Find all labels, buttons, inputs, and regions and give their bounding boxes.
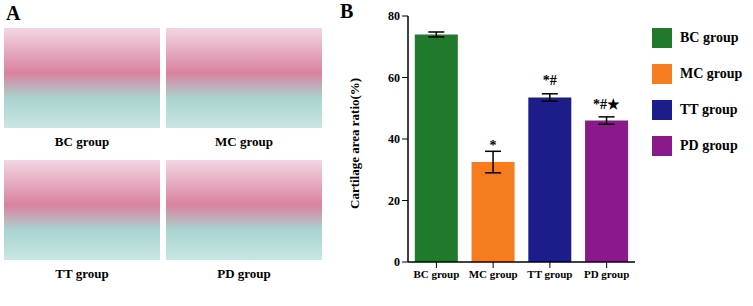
svg-text:Cartilage area ratio(%): Cartilage area ratio(%) xyxy=(347,78,362,209)
svg-text:BC group: BC group xyxy=(413,268,459,280)
svg-text:20: 20 xyxy=(388,194,400,208)
svg-text:80: 80 xyxy=(388,9,400,23)
svg-text:TT group: TT group xyxy=(55,266,108,281)
svg-text:PD group: PD group xyxy=(217,266,271,281)
html-text:BC group: BC group xyxy=(680,30,739,45)
html-text:B: B xyxy=(340,0,354,22)
svg-text:A: A xyxy=(6,2,21,24)
html-text:TT group: TT group xyxy=(680,102,738,117)
svg-text:*: * xyxy=(490,138,497,153)
svg-text:PD group: PD group xyxy=(584,268,629,280)
svg-text:0: 0 xyxy=(394,255,400,269)
svg-text:60: 60 xyxy=(388,71,400,85)
html-text:PD group: PD group xyxy=(680,138,738,153)
svg-text:MC group: MC group xyxy=(215,134,273,149)
svg-text:*#★: *#★ xyxy=(593,97,620,112)
svg-text:MC group: MC group xyxy=(469,268,518,280)
svg-text:TT group: TT group xyxy=(527,268,572,280)
svg-text:40: 40 xyxy=(388,132,400,146)
html-text:MC group: MC group xyxy=(680,66,743,81)
svg-text:*#: *# xyxy=(543,73,557,88)
svg-text:BC group: BC group xyxy=(55,134,109,149)
